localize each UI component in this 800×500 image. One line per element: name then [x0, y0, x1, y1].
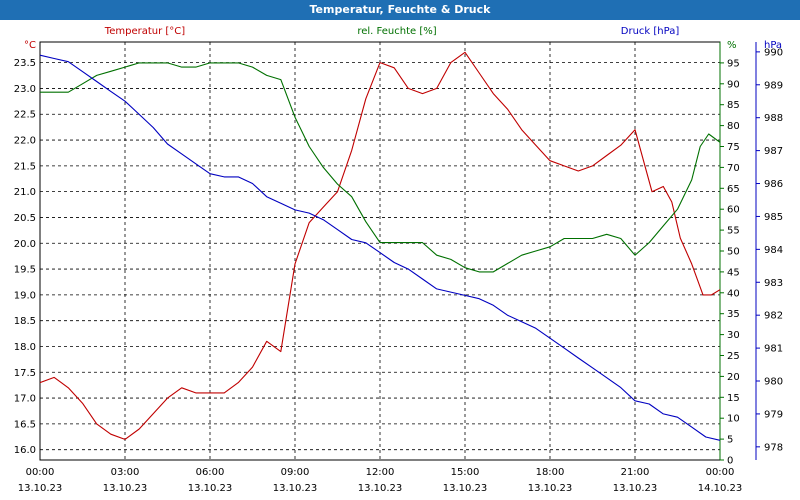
tick-label-humidity: 90: [727, 79, 740, 90]
axis-unit-humidity: %: [727, 40, 737, 51]
tick-label-temperature: 23.5: [14, 58, 36, 69]
chart-title: Temperatur, Feuchte & Druck: [0, 0, 800, 20]
tick-label-temperature: 20.5: [14, 213, 36, 224]
tick-label-pressure: 981: [764, 344, 783, 355]
axis-unit-pressure: hPa: [764, 40, 782, 51]
tick-label-pressure: 986: [764, 179, 783, 190]
tick-label-humidity: 45: [727, 267, 740, 278]
tick-label-humidity: 5: [727, 435, 733, 446]
x-tick-date: 13.10.23: [18, 483, 63, 494]
x-tick-time: 21:00: [621, 467, 650, 478]
tick-label-pressure: 989: [764, 80, 783, 91]
tick-label-pressure: 978: [764, 442, 783, 453]
tick-label-humidity: 50: [727, 247, 740, 258]
x-tick-date: 13.10.23: [528, 483, 573, 494]
tick-label-pressure: 988: [764, 113, 783, 124]
tick-label-humidity: 85: [727, 100, 740, 111]
tick-label-temperature: 18.5: [14, 316, 36, 327]
x-tick-time: 00:00: [706, 467, 735, 478]
x-tick-time: 12:00: [366, 467, 395, 478]
tick-label-pressure: 983: [764, 278, 783, 289]
tick-label-temperature: 19.5: [14, 265, 36, 276]
tick-label-temperature: 21.5: [14, 161, 36, 172]
tick-label-humidity: 60: [727, 205, 740, 216]
axis-label-temperature: Temperatur [°C]: [104, 26, 185, 37]
tick-label-humidity: 65: [727, 184, 740, 195]
tick-label-humidity: 75: [727, 142, 740, 153]
series-line-pressure: [39, 54, 721, 441]
axis-label-humidity: rel. Feuchte [%]: [357, 26, 436, 37]
x-tick-date: 13.10.23: [613, 483, 658, 494]
tick-label-humidity: 95: [727, 58, 740, 69]
tick-label-humidity: 15: [727, 393, 740, 404]
tick-label-temperature: 19.0: [14, 290, 36, 301]
tick-label-pressure: 990: [764, 47, 783, 58]
series-line-humidity: [40, 62, 721, 273]
tick-label-temperature: 20.0: [14, 239, 36, 250]
axis-unit-temperature: °C: [24, 40, 36, 51]
tick-label-pressure: 984: [764, 245, 783, 256]
tick-label-humidity: 10: [727, 414, 740, 425]
tick-label-temperature: 22.5: [14, 110, 36, 121]
x-tick-time: 15:00: [451, 467, 480, 478]
tick-label-humidity: 55: [727, 226, 740, 237]
x-tick-date: 13.10.23: [443, 483, 488, 494]
tick-label-temperature: 22.0: [14, 136, 36, 147]
tick-label-temperature: 21.0: [14, 187, 36, 198]
tick-label-humidity: 80: [727, 121, 740, 132]
x-tick-date: 14.10.23: [698, 483, 743, 494]
chart-svg: 16.0 16.5 17.0 17.5 18.0 18.5 19.0 19.5 20.0 20.5…: [14, 26, 783, 494]
tick-label-humidity: 0: [727, 456, 733, 467]
x-tick-date: 13.10.23: [273, 483, 318, 494]
tick-label-pressure: 982: [764, 311, 783, 322]
tick-label-temperature: 16.0: [14, 445, 36, 456]
x-tick-time: 09:00: [281, 467, 310, 478]
tick-label-humidity: 70: [727, 163, 740, 174]
axis-label-pressure: Druck [hPa]: [621, 26, 680, 37]
tick-label-temperature: 23.0: [14, 84, 36, 95]
x-tick-time: 00:00: [26, 467, 55, 478]
tick-label-pressure: 979: [764, 409, 783, 420]
series-line-temperature: [39, 51, 721, 440]
tick-label-temperature: 18.0: [14, 342, 36, 353]
tick-label-humidity: 20: [727, 372, 740, 383]
tick-label-temperature: 17.0: [14, 394, 36, 405]
tick-label-pressure: 987: [764, 146, 783, 157]
x-tick-date: 13.10.23: [188, 483, 233, 494]
x-tick-time: 18:00: [536, 467, 565, 478]
x-tick-date: 13.10.23: [358, 483, 403, 494]
tick-label-humidity: 25: [727, 351, 740, 362]
tick-label-humidity: 35: [727, 309, 740, 320]
tick-label-humidity: 40: [727, 288, 740, 299]
tick-label-pressure: 980: [764, 377, 783, 388]
tick-label-temperature: 17.5: [14, 368, 36, 379]
tick-label-pressure: 985: [764, 212, 783, 223]
x-tick-time: 03:00: [111, 467, 140, 478]
x-tick-time: 06:00: [196, 467, 225, 478]
tick-label-humidity: 30: [727, 330, 740, 341]
x-tick-date: 13.10.23: [103, 483, 148, 494]
tick-label-temperature: 16.5: [14, 419, 36, 430]
